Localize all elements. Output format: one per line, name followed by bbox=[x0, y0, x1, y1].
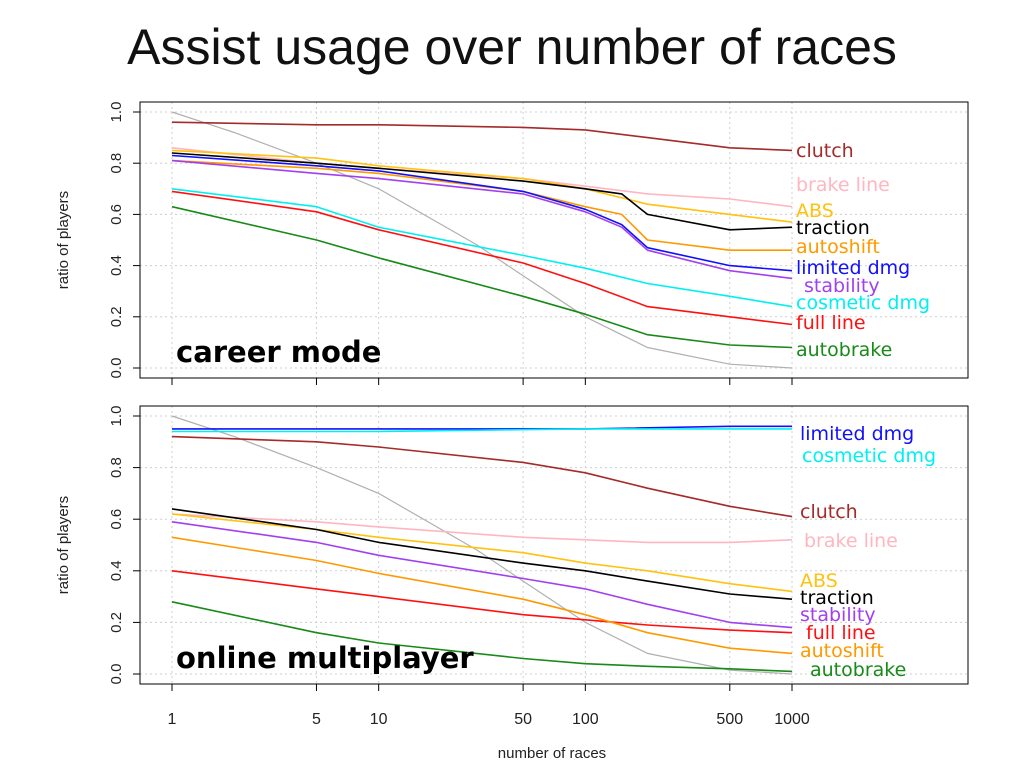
y-tick-label: 0.6 bbox=[108, 204, 125, 225]
reference-line bbox=[171, 415, 793, 675]
series-label-limited-dmg: limited dmg bbox=[796, 257, 910, 279]
y-tick-label: 0.4 bbox=[108, 255, 125, 276]
x-tick-label: 5 bbox=[312, 711, 321, 728]
series-label-abs: ABS bbox=[796, 200, 834, 222]
x-tick-label: 500 bbox=[716, 711, 743, 728]
series-label-full-line: full line bbox=[796, 312, 866, 334]
series-line-clutch bbox=[171, 435, 793, 518]
y-tick-label: 0.6 bbox=[108, 509, 125, 530]
y-tick-label: 1.0 bbox=[108, 102, 125, 123]
series-label-traction: traction bbox=[796, 217, 870, 239]
series-line-autoshift bbox=[171, 536, 793, 655]
series-line-traction bbox=[171, 152, 793, 231]
x-tick-label: 10 bbox=[370, 711, 388, 728]
series-label-limited-dmg: limited dmg bbox=[800, 423, 914, 445]
series-label-autobrake: autobrake bbox=[796, 339, 892, 361]
series-label-clutch: clutch bbox=[796, 140, 854, 162]
x-axis-label: number of races bbox=[498, 745, 606, 762]
series-label-stability: stability bbox=[800, 604, 876, 626]
y-tick-label: 1.0 bbox=[108, 406, 125, 427]
y-axis-label: ratio of players bbox=[55, 496, 72, 594]
series-line-abs bbox=[171, 513, 793, 593]
series-line-cosmetic-dmg bbox=[172, 428, 792, 433]
plot-frame bbox=[139, 405, 969, 685]
series-line-brake-line bbox=[171, 513, 793, 544]
slide-title: Assist usage over number of races bbox=[127, 19, 897, 75]
series-line-full-line bbox=[171, 570, 793, 634]
x-tick-label: 1 bbox=[168, 711, 177, 728]
y-tick-label: 0.8 bbox=[108, 457, 125, 478]
panel-label-online-multiplayer: online multiplayer bbox=[176, 641, 474, 675]
series-line-traction bbox=[171, 508, 793, 600]
series-line-abs bbox=[171, 149, 793, 223]
x-tick-label: 50 bbox=[514, 711, 532, 728]
reference-line bbox=[171, 111, 793, 369]
series-line-limited-dmg bbox=[171, 154, 793, 272]
series-label-cosmetic-dmg: cosmetic dmg bbox=[802, 445, 936, 467]
panel-label-career-mode: career mode bbox=[176, 335, 381, 369]
series-label-autoshift: autoshift bbox=[800, 640, 884, 662]
series-label-brake-line: brake line bbox=[796, 174, 890, 196]
y-tick-label: 0.0 bbox=[108, 664, 125, 685]
y-tick-label: 0.2 bbox=[108, 612, 125, 633]
series-line-autobrake bbox=[171, 205, 793, 349]
series-line-stability bbox=[171, 521, 793, 629]
series-label-abs: ABS bbox=[800, 570, 838, 592]
series-line-clutch bbox=[171, 121, 793, 152]
series-label-brake-line: brake line bbox=[804, 530, 898, 552]
series-line-full-line bbox=[171, 190, 793, 326]
y-tick-label: 0.2 bbox=[108, 306, 125, 327]
series-label-autoshift: autoshift bbox=[796, 236, 880, 258]
y-tick-label: 0.8 bbox=[108, 153, 125, 174]
series-label-autobrake: autobrake bbox=[810, 659, 906, 681]
series-label-traction: traction bbox=[800, 587, 874, 609]
series-line-autobrake bbox=[171, 601, 793, 673]
series-line-stability bbox=[171, 159, 793, 280]
y-tick-label: 0.0 bbox=[108, 358, 125, 379]
plot-frame bbox=[139, 101, 969, 379]
x-tick-label: 100 bbox=[572, 711, 599, 728]
series-label-full-line: full line bbox=[806, 622, 876, 644]
x-tick-label: 1000 bbox=[774, 711, 810, 728]
series-label-stability: stability bbox=[804, 275, 880, 297]
series-line-autoshift bbox=[171, 159, 792, 251]
y-axis-label: ratio of players bbox=[55, 191, 72, 289]
series-line-cosmetic-dmg bbox=[171, 188, 793, 308]
series-label-clutch: clutch bbox=[800, 501, 858, 523]
y-tick-label: 0.4 bbox=[108, 560, 125, 581]
series-label-cosmetic-dmg: cosmetic dmg bbox=[796, 292, 930, 314]
